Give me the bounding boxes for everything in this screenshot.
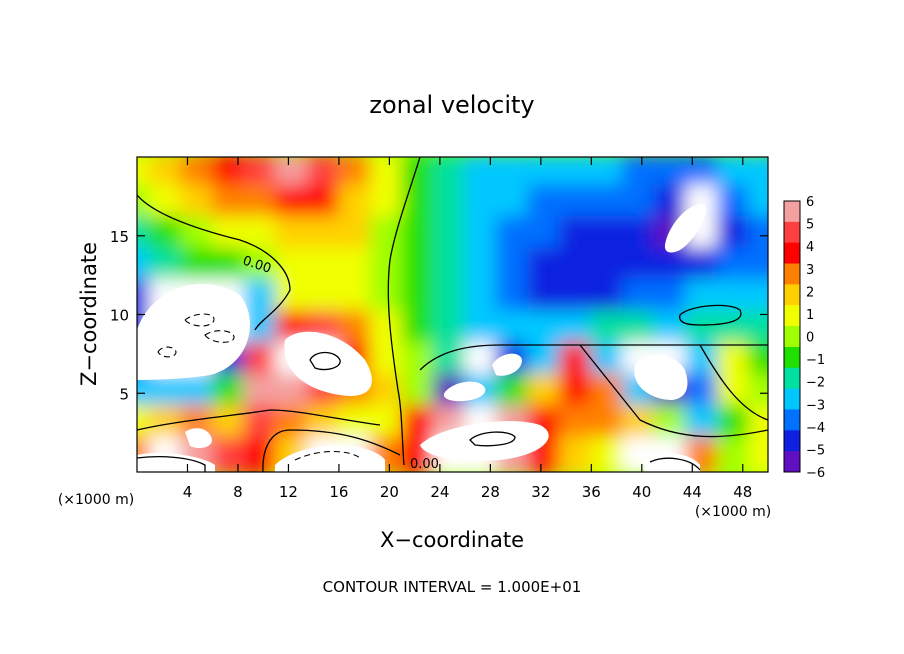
- white-region-center: [284, 331, 372, 396]
- colorbar-tick-label: 1: [806, 308, 814, 323]
- y-tick-label: 15: [110, 228, 129, 246]
- white-region-lower-mid: [420, 421, 549, 461]
- colorbar-swatch: [784, 201, 800, 223]
- zero-contour-right-lower: [579, 344, 768, 438]
- colorbar-swatch: [784, 326, 800, 348]
- colorbar-swatch: [784, 284, 800, 306]
- colorbar-swatch: [784, 388, 800, 410]
- y-tick-label: 10: [110, 307, 129, 325]
- contour-right-edge: [699, 344, 768, 421]
- colorbar-swatch: [784, 263, 800, 285]
- colorbar-tick-label: 4: [806, 240, 814, 255]
- x-tick-label: 36: [582, 483, 601, 501]
- x-tick-label: 4: [183, 483, 193, 501]
- contour-lines: [137, 157, 768, 472]
- colorbar-swatch: [784, 346, 800, 369]
- white-region-bottom-right: [645, 453, 700, 472]
- colorbar-tick-label: 3: [806, 263, 814, 278]
- zero-contour-upper: [137, 194, 291, 331]
- colorbar-tick-label: −3: [806, 398, 825, 413]
- colorbar: 6 5 4 3 2 1 0 −1 −2 −3 −4 −5 −6: [783, 195, 825, 481]
- x-tick-label: 28: [481, 483, 500, 501]
- negative-contours: [157, 313, 361, 461]
- colorbar-swatch: [784, 305, 800, 327]
- zero-contour-bottom: [262, 429, 401, 472]
- x-tick-label: 16: [329, 483, 348, 501]
- contour-bottom-right-inner: [649, 457, 701, 471]
- white-region-bottom-center: [275, 445, 385, 472]
- field-cell: [748, 157, 768, 193]
- x-axis-unit-label: (×1000 m): [695, 504, 771, 520]
- field-cell: [748, 405, 768, 445]
- dashed-contour-2: [204, 330, 235, 343]
- x-tick-label: 20: [380, 483, 399, 501]
- field-cell: [748, 310, 768, 350]
- colorbar-tick-label: 2: [806, 285, 814, 300]
- field-cell: [748, 247, 768, 287]
- colorbar-tick-label: 6: [806, 195, 814, 210]
- field-cell: [748, 279, 768, 319]
- x-tick-label: 48: [733, 483, 752, 501]
- colorbar-swatch: [784, 221, 800, 244]
- colorbar-tick-label: −6: [806, 466, 825, 481]
- white-region-small-2: [492, 353, 522, 376]
- colorbar-swatch: [784, 451, 800, 473]
- white-region-bottom-left: [137, 453, 215, 472]
- zero-contour-lower-band: [137, 409, 381, 431]
- contour-right-box: [679, 304, 742, 326]
- x-axis-label: X−coordinate: [380, 528, 524, 552]
- field-cell: [748, 342, 768, 382]
- y-tick-label: 5: [119, 385, 129, 403]
- white-region-right: [634, 354, 688, 400]
- y-axis-label: Z−coordinate: [77, 242, 101, 386]
- white-region-bottom-left-2: [185, 428, 212, 448]
- field-cell: [748, 184, 768, 224]
- colorbar-tick-label: 5: [806, 218, 814, 233]
- plot-area: [137, 157, 768, 472]
- contour-interval-note: CONTOUR INTERVAL = 1.000E+01: [323, 578, 582, 596]
- x-tick-label: 44: [683, 483, 702, 501]
- x-axis-ticks: 4 8 12 16 20 24 28 32 36 40 44 48: [183, 157, 752, 501]
- dashed-contour-1: [184, 313, 215, 327]
- x-tick-label: 40: [632, 483, 651, 501]
- x-tick-label: 24: [430, 483, 449, 501]
- x-tick-label: 32: [531, 483, 550, 501]
- zero-contour-mid-right: [419, 344, 768, 371]
- colorbar-tick-label: 0: [806, 331, 814, 346]
- colorbar-tick-label: −4: [806, 421, 825, 436]
- x-origin-unit-label: (×1000 m): [58, 492, 134, 508]
- field-cell: [748, 373, 768, 413]
- colorbar-tick-label: −1: [806, 353, 825, 368]
- zero-contour-vertical: [387, 157, 421, 466]
- contour-label-lower: 0.00: [410, 457, 439, 472]
- contour-center-inner: [309, 351, 341, 371]
- colorbar-swatch: [784, 367, 800, 390]
- field-cell: [748, 216, 768, 256]
- dashed-contour-3: [157, 346, 177, 358]
- white-region-upper-right: [664, 204, 706, 253]
- x-tick-label: 8: [233, 483, 243, 501]
- field-cell: [748, 436, 768, 472]
- velocity-field: [137, 157, 768, 472]
- white-region-small-1: [443, 381, 486, 402]
- dashed-contour-4: [294, 451, 361, 461]
- colorbar-swatch: [784, 409, 800, 431]
- white-region-left-upper: [137, 283, 250, 380]
- colorbar-tick-label: −2: [806, 376, 825, 391]
- y-axis-ticks: 5 10 15: [110, 228, 768, 403]
- x-tick-label: 12: [279, 483, 298, 501]
- colorbar-swatch: [784, 242, 800, 265]
- chart-title: zonal velocity: [369, 91, 534, 119]
- colorbar-swatch: [784, 430, 800, 452]
- colorbar-frame: [783, 200, 801, 473]
- saturated-regions: [137, 204, 706, 472]
- colorbar-tick-label: −5: [806, 443, 825, 458]
- contour-lower-inner: [469, 431, 516, 447]
- contour-bottom-left-inner: [137, 456, 206, 472]
